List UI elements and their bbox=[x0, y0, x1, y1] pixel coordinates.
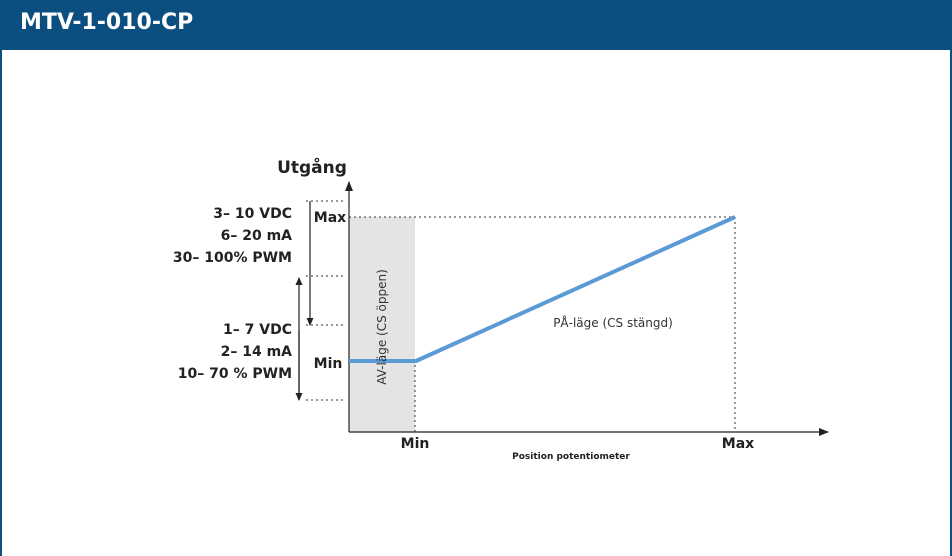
upper-range-current: 6– 20 mA bbox=[221, 228, 293, 244]
x-tick-max: Max bbox=[722, 436, 754, 452]
y-tick-max: Max bbox=[314, 210, 346, 226]
output-curve bbox=[349, 215, 736, 363]
off-mode-label: AV-läge (CS öppen) bbox=[375, 269, 389, 385]
x-axis-label: Position potentiometer bbox=[512, 452, 630, 462]
on-mode-label: PÅ-läge (CS stängd) bbox=[553, 315, 673, 330]
frame-right-border bbox=[950, 50, 952, 556]
header-bar: MTV-1-010-CP bbox=[0, 0, 952, 50]
frame-left-border bbox=[0, 50, 2, 556]
upper-range-pwm: 30– 100% PWM bbox=[173, 250, 292, 266]
y-tick-min: Min bbox=[314, 356, 343, 372]
lower-range-pwm: 10– 70 % PWM bbox=[178, 366, 292, 382]
page-title: MTV-1-010-CP bbox=[20, 10, 194, 35]
upper-range-voltage: 3– 10 VDC bbox=[213, 206, 292, 222]
y-axis-label: Utgång bbox=[277, 156, 347, 178]
lower-range-current: 2– 14 mA bbox=[221, 344, 293, 360]
lower-range-voltage: 1– 7 VDC bbox=[223, 322, 292, 338]
off-mode-zone bbox=[349, 217, 415, 432]
x-tick-min: Min bbox=[401, 436, 430, 452]
